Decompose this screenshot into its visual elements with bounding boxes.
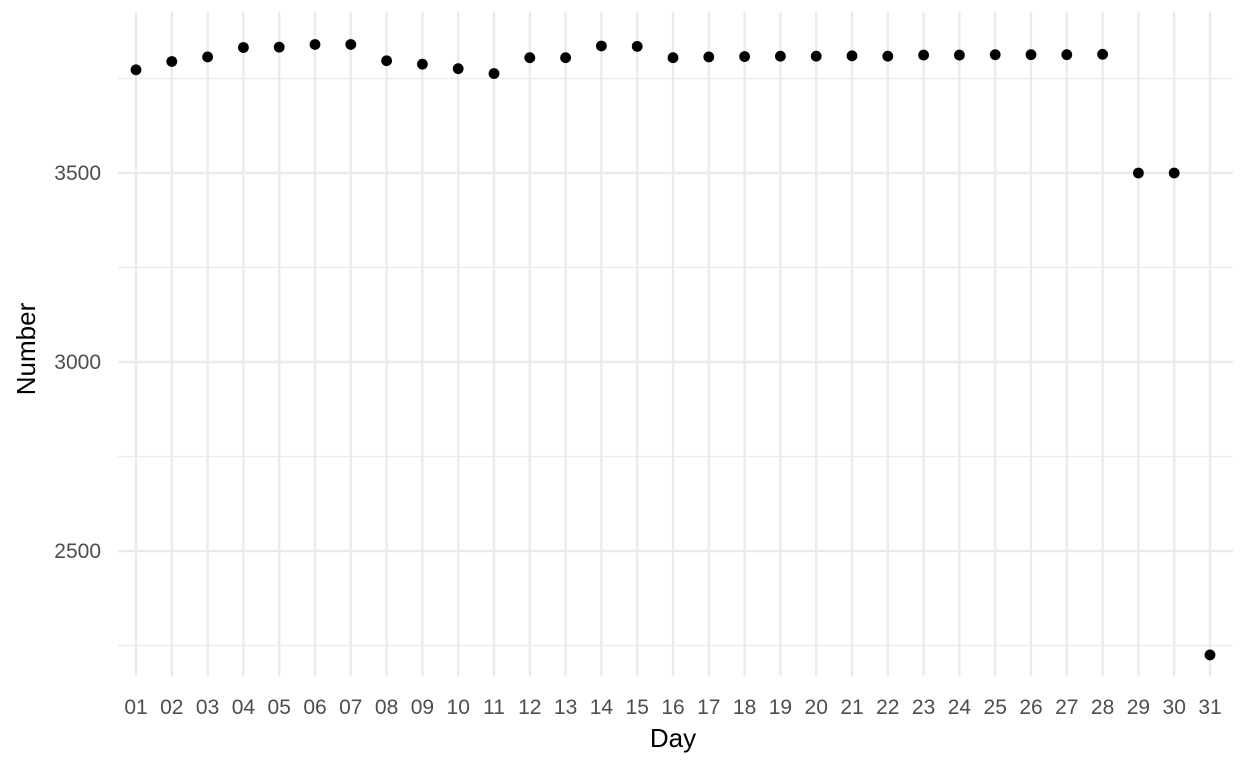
x-tick-label: 30 xyxy=(1163,696,1186,719)
data-point xyxy=(381,55,392,67)
major-gridlines-x xyxy=(134,12,1212,676)
data-point xyxy=(560,52,571,64)
data-point xyxy=(1133,167,1144,179)
x-tick-label: 25 xyxy=(984,696,1007,719)
data-point xyxy=(1168,167,1180,179)
data-point xyxy=(775,50,786,62)
x-tick-label: 04 xyxy=(232,696,256,719)
x-tick-label: 26 xyxy=(1019,696,1042,719)
data-point xyxy=(417,58,428,70)
x-tick-label: 24 xyxy=(948,696,972,719)
data-point xyxy=(488,68,500,79)
y-tick-label: 3500 xyxy=(54,162,101,185)
data-point xyxy=(1097,48,1108,60)
major-gridlines-y xyxy=(118,171,1233,553)
x-tick-label: 28 xyxy=(1091,696,1114,719)
data-point xyxy=(667,52,679,64)
x-tick-label: 21 xyxy=(840,696,863,719)
x-tick-label: 10 xyxy=(447,696,470,719)
x-tick-label: 11 xyxy=(483,696,505,719)
x-tick-label: 18 xyxy=(733,696,756,719)
x-tick-label: 20 xyxy=(805,696,828,719)
x-tick-label: 07 xyxy=(339,696,362,719)
data-point xyxy=(202,51,214,63)
x-tick-label: 22 xyxy=(876,696,899,719)
x-tick-label: 31 xyxy=(1198,696,1221,719)
x-tick-label: 06 xyxy=(303,696,326,719)
data-point xyxy=(1204,649,1216,661)
x-tick-label: 03 xyxy=(196,696,219,719)
data-point xyxy=(954,49,965,61)
data-point xyxy=(273,41,285,53)
data-point xyxy=(130,64,142,76)
x-tick-label: 15 xyxy=(626,696,649,719)
data-point xyxy=(452,63,464,75)
data-point xyxy=(631,40,643,52)
data-point xyxy=(1061,49,1073,61)
x-tick-label: 17 xyxy=(697,696,720,719)
x-tick-label: 08 xyxy=(375,696,398,719)
data-point xyxy=(703,51,715,63)
y-axis-title: Number xyxy=(11,302,41,395)
x-tick-label: 27 xyxy=(1055,696,1078,719)
data-point xyxy=(596,40,607,52)
y-tick-label: 3000 xyxy=(54,351,101,374)
x-axis-title: Day xyxy=(650,723,696,753)
data-point xyxy=(739,51,750,62)
data-point xyxy=(524,52,536,64)
data-point xyxy=(166,56,178,67)
data-point xyxy=(918,49,929,61)
y-tick-label: 2500 xyxy=(54,540,101,563)
data-point xyxy=(1025,49,1037,61)
x-tick-label: 23 xyxy=(912,696,935,719)
x-tick-label: 12 xyxy=(518,696,541,719)
y-axis-tick-labels: 2500 3000 3500 xyxy=(54,162,101,563)
data-point xyxy=(810,50,822,62)
x-axis-tick-labels: 01 02 03 04 05 06 07 08 09 10 11 12 13 14 15 16 17 18 19 20… xyxy=(124,696,1221,719)
x-tick-label: 02 xyxy=(160,696,183,719)
data-point xyxy=(309,39,321,50)
data-point xyxy=(989,49,1001,61)
data-point xyxy=(345,39,357,50)
x-tick-label: 29 xyxy=(1127,696,1150,719)
x-tick-label: 14 xyxy=(590,696,614,719)
x-tick-label: 09 xyxy=(411,696,434,719)
x-tick-label: 19 xyxy=(769,696,792,719)
data-points xyxy=(130,39,1216,661)
data-point xyxy=(846,50,858,62)
x-tick-label: 05 xyxy=(268,696,291,719)
x-tick-label: 13 xyxy=(554,696,577,719)
x-tick-label: 16 xyxy=(661,696,684,719)
minor-gridlines-y xyxy=(118,77,1233,647)
data-point xyxy=(882,50,894,62)
data-point xyxy=(238,42,249,53)
x-tick-label: 01 xyxy=(124,696,147,719)
